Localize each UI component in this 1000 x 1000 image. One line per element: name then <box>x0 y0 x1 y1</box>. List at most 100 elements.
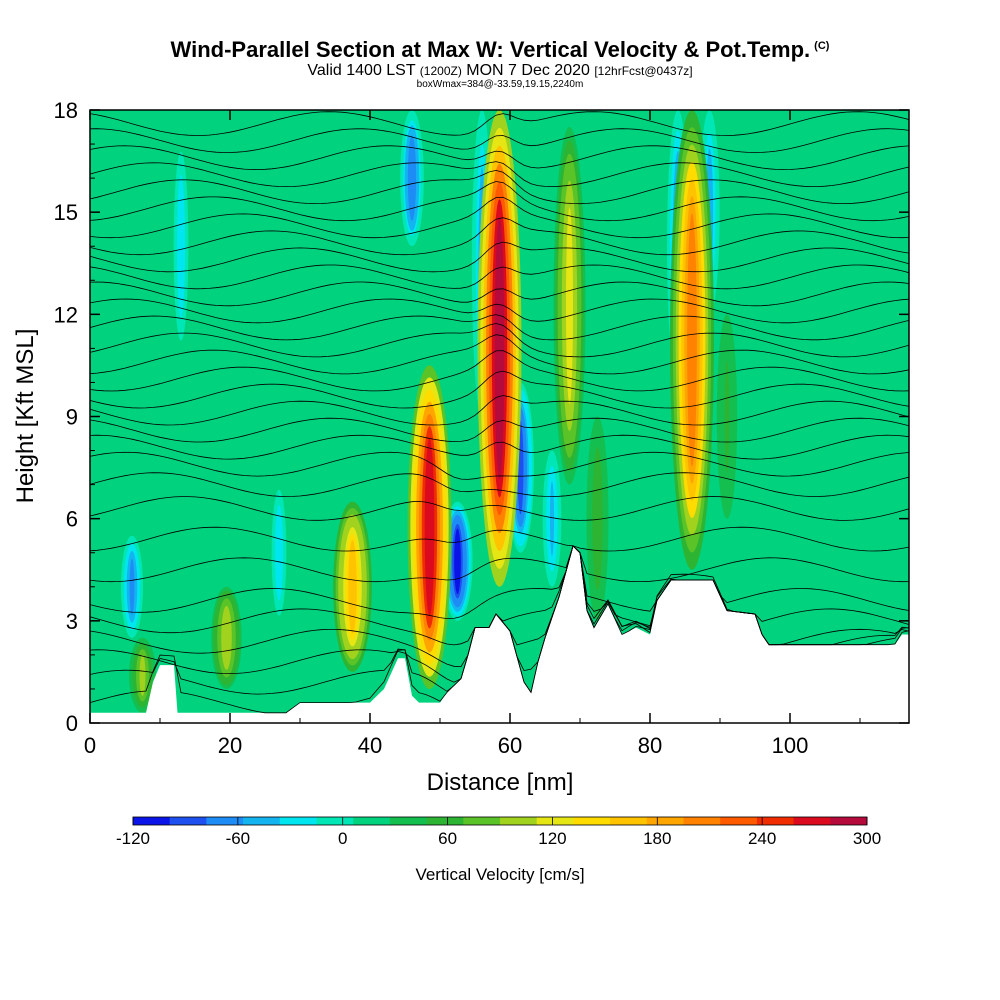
x-tick-label: 60 <box>498 733 522 758</box>
colorbar-swatch <box>389 817 427 825</box>
colorbar-swatch <box>610 817 648 825</box>
theta-contour-line <box>90 181 909 222</box>
theta-contour-line <box>90 111 909 136</box>
valid-date: MON 7 Dec 2020 <box>466 62 590 79</box>
colorbar-tick-label: 240 <box>748 829 776 848</box>
theta-contour-line <box>90 161 909 188</box>
theta-contour-line <box>90 370 909 409</box>
downdraft-cell <box>400 110 424 247</box>
downdraft-cell <box>542 450 562 587</box>
theta-contour-line <box>90 169 909 205</box>
box-info: boxWmax=384@-33.59,19.15,2240m <box>416 79 584 90</box>
theta-contour-line <box>90 526 909 552</box>
colorbar-swatch <box>830 817 868 825</box>
colorbar-swatch <box>243 817 281 825</box>
updraft-cell <box>477 110 522 587</box>
updraft-cell <box>407 365 452 689</box>
y-tick-label: 18 <box>54 98 78 123</box>
colorbar-swatch <box>536 817 574 825</box>
theta-contour-line <box>90 417 909 443</box>
colorbar-swatch <box>683 817 721 825</box>
copyright-mark: (C) <box>814 39 830 52</box>
colorbar-swatch <box>646 817 684 825</box>
colorbar-tick-label: -120 <box>116 829 150 848</box>
chart-title: Wind-Parallel Section at Max W: Vertical… <box>0 37 1000 63</box>
updraft-band <box>595 462 600 575</box>
colorbar-swatch <box>720 817 758 825</box>
x-tick-label: 100 <box>772 733 809 758</box>
y-axis-title: Height [Kft MSL] <box>12 329 39 504</box>
theta-contour-line <box>90 434 909 460</box>
updraft-cell <box>553 127 586 485</box>
y-tick-label: 0 <box>66 711 78 736</box>
theta-contour-line <box>90 241 909 273</box>
theta-contour-line <box>90 545 909 646</box>
theta-contour-line <box>90 128 909 154</box>
theta-contour-line <box>90 472 909 497</box>
theta-contour-line <box>90 395 909 426</box>
theta-contour-line <box>90 334 909 375</box>
updraft-cell <box>716 314 738 519</box>
theta-contour-line <box>90 545 909 583</box>
colorbar: -120 -60 0 60 120 180 240 300 <box>116 816 881 848</box>
colorbar-swatch <box>500 817 538 825</box>
chart-title-text: Wind-Parallel Section at Max W: Vertical… <box>170 37 811 62</box>
theta-contour-line <box>90 451 909 480</box>
x-tick-label: 40 <box>358 733 382 758</box>
valid-prefix: Valid 1400 LST <box>307 62 416 79</box>
downdraft-band <box>549 481 555 557</box>
x-axis-title: Distance [nm] <box>427 769 574 796</box>
colorbar-swatch <box>279 817 317 825</box>
theta-contour-line <box>90 323 909 358</box>
downdraft-band <box>454 528 461 595</box>
updraft-band <box>687 213 697 467</box>
theta-contour-line <box>90 314 909 341</box>
terrain-mask <box>90 545 909 723</box>
axes: 0 20 40 60 80 100 0 3 6 9 12 15 18 <box>54 98 909 758</box>
colorbar-tick-label: 180 <box>643 829 671 848</box>
theta-contour-line <box>90 545 909 620</box>
downdraft-band <box>179 190 183 303</box>
valid-time-line: Valid 1400 LST (1200Z) MON 7 Dec 2020 [1… <box>0 62 1000 80</box>
forecast-info: [12hrFcst@0437z] <box>594 64 693 78</box>
updraft-band <box>724 360 730 473</box>
colorbar-tick-label: 0 <box>338 829 347 848</box>
theta-contour-line <box>90 196 909 239</box>
downdraft-cell <box>121 535 143 638</box>
updraft-cell <box>670 110 714 570</box>
theta-contour-line <box>90 298 909 324</box>
valid-utc: (1200Z) <box>419 64 462 78</box>
updraft-band <box>348 539 357 634</box>
y-tick-label: 15 <box>54 200 78 225</box>
colorbar-swatch <box>756 817 794 825</box>
theta-contour-line <box>90 496 909 521</box>
updraft-cell <box>586 416 609 621</box>
colorbar-swatch <box>169 817 207 825</box>
updraft-band <box>424 438 435 617</box>
colorbar-title: Vertical Velocity [cm/s] <box>415 865 584 884</box>
theta-contour-line <box>90 145 909 171</box>
colorbar-swatch <box>793 817 831 825</box>
updraft-band <box>494 217 505 480</box>
y-tick-label: 12 <box>54 302 78 327</box>
colorbar-tick-label: 60 <box>438 829 457 848</box>
updraft-cell <box>129 637 156 713</box>
colorbar-swatch <box>133 817 171 825</box>
theta-contour-line <box>90 217 909 256</box>
updraft-band <box>223 609 230 666</box>
downdraft-cell <box>172 144 190 349</box>
y-tick-label: 9 <box>66 405 78 430</box>
downdraft-cell <box>270 484 288 621</box>
theta-contour-line <box>90 545 909 668</box>
colorbar-swatch <box>316 817 354 825</box>
downdraft-band <box>409 140 415 216</box>
y-tick-label: 3 <box>66 609 78 634</box>
x-tick-label: 20 <box>218 733 242 758</box>
downdraft-band <box>277 515 281 591</box>
theta-contour-line <box>90 281 909 307</box>
downdraft-band <box>129 558 135 615</box>
x-tick-label: 80 <box>638 733 662 758</box>
colorbar-swatch <box>206 817 244 825</box>
colorbar-tick-label: 120 <box>538 829 566 848</box>
